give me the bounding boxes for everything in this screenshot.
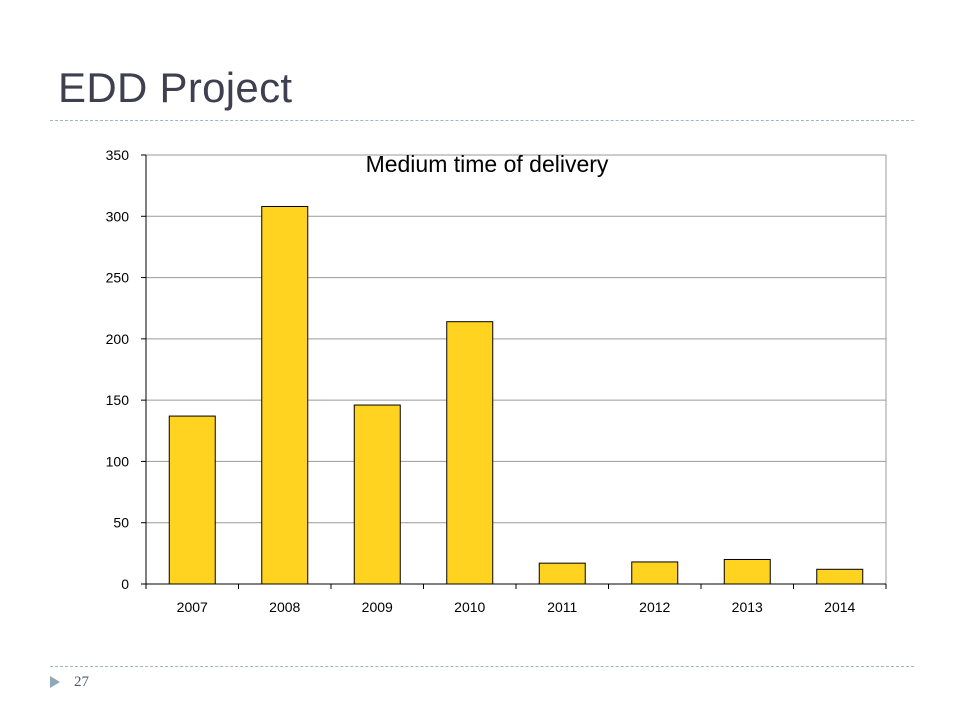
x-tick-label: 2011 [547,599,577,615]
y-tick-label: 250 [106,270,130,286]
x-tick-label: 2008 [269,599,300,615]
bar-2013 [723,558,771,585]
x-tick-label: 2007 [177,599,208,615]
bar-2012 [631,561,679,585]
triangle-bullet-icon [50,676,60,688]
x-tick-label: 2012 [639,599,670,615]
y-tick-label: 150 [106,392,130,408]
bar-2014 [816,568,864,585]
x-tick-label: 2010 [454,599,485,615]
top-divider [50,120,914,121]
bar-2009 [353,404,401,585]
x-tick-label: 2014 [824,599,855,615]
y-tick-label: 50 [113,515,129,531]
bar-2008 [261,205,309,585]
y-tick-label: 300 [106,208,130,224]
y-tick-label: 0 [121,576,129,592]
bottom-divider [50,666,914,667]
x-tick-label: 2009 [362,599,393,615]
y-tick-label: 200 [106,331,130,347]
slide-title: EDD Project [58,64,293,111]
chart-tick-labels: 0 50 100 150 200 250 300 350 2007 2008 2009 2010 201… [106,147,856,615]
chart-axes [141,154,887,589]
page-number: 27 [74,674,89,690]
chart-gridlines [146,154,886,524]
x-tick-label: 2013 [732,599,763,615]
chart-title: Medium time of delivery [366,151,609,177]
bar-2010 [446,321,494,585]
bar-2011 [538,562,586,585]
chart-bars [168,205,864,585]
y-tick-label: 100 [106,453,130,469]
y-tick-label: 350 [106,147,130,163]
bar-2007 [168,415,216,585]
